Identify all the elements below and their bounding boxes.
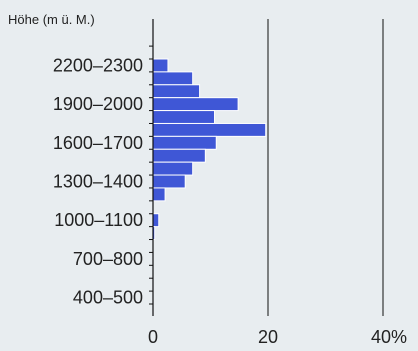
- bars: [152, 58, 267, 241]
- bar-1900-2000: [152, 97, 239, 112]
- y-tick-label: 1300–1400: [53, 172, 143, 192]
- bar-1500-1600: [152, 148, 206, 163]
- y-tick-label: 1000–1100: [54, 210, 143, 230]
- y-axis: [149, 19, 154, 316]
- y-tick-label: 2200–2300: [53, 55, 143, 75]
- bar-1300-1400: [152, 174, 186, 189]
- y-tick-labels: 2200–2300 1900–2000 1600–1700 1300–1400 1000…: [53, 55, 143, 307]
- bar-2200-2300: [152, 58, 169, 73]
- y-tick-label: 400–500: [73, 288, 143, 308]
- y-tick-label: 1900–2000: [53, 94, 143, 114]
- x-tick-labels: 0 20 40%: [148, 327, 407, 347]
- bar-2000-2100: [152, 84, 201, 99]
- bar-1400-1500: [152, 161, 194, 176]
- bar-1800-1900: [152, 110, 216, 124]
- y-tick-label: 1600–1700: [53, 133, 143, 153]
- x-tick-label: 20: [258, 327, 278, 347]
- y-tick-label: 700–800: [73, 249, 143, 269]
- grid-lines: [267, 19, 384, 316]
- x-tick-label: 0: [148, 327, 158, 347]
- bar-1000-1100: [152, 213, 160, 228]
- bar-1600-1700: [152, 135, 217, 150]
- x-tick-label: 40%: [371, 327, 407, 347]
- bar-1700-1800: [152, 122, 267, 137]
- bar-1200-1300: [152, 187, 166, 202]
- bar-2100-2200: [152, 71, 194, 86]
- y-axis-label: Höhe (m ü. M.): [8, 12, 95, 27]
